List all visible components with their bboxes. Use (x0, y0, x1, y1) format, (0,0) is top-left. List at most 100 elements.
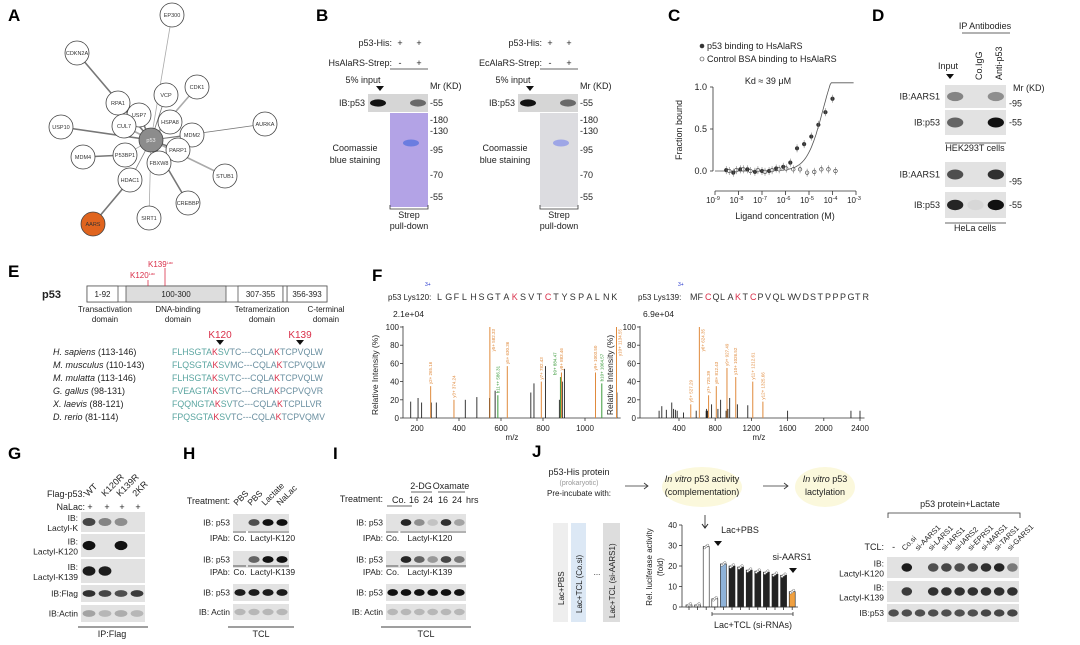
y-axis-label: (fold) (656, 558, 665, 577)
replicate-dot (740, 564, 744, 568)
condition-label: Lac+TCL (Co.si) (575, 555, 584, 614)
bar (771, 573, 779, 608)
panel-letter-E: E (8, 262, 19, 281)
intensity-scale: 6.9e+04 (643, 309, 674, 319)
blot-band (98, 518, 112, 526)
ip-antibody: Lactyl-K120 (407, 533, 452, 543)
node-stub1 (212, 163, 238, 189)
node-aars (80, 211, 106, 237)
ip-antibody: Lactyl-K120 (250, 533, 295, 543)
replicate-dot (775, 571, 778, 575)
residue: T (495, 292, 501, 302)
lane-label: Anti-p53 (994, 46, 1004, 80)
ib-p53-blot (518, 94, 578, 112)
step-sublabel: (prokaryotic) (560, 480, 599, 487)
ipab-label: IPAb: (210, 567, 230, 577)
blot-row (386, 514, 466, 531)
residue: Q (713, 292, 720, 302)
blot-band (414, 589, 425, 596)
time-label: 24 (423, 495, 433, 505)
blot-row (233, 514, 289, 531)
sign: + (87, 502, 92, 512)
row-label: Treatment: (187, 496, 230, 506)
domain-name: domain (92, 315, 118, 324)
blot-row (233, 551, 289, 568)
sequence: FPQSGTAKSVTC---CQLAKTCPVQMV (172, 412, 325, 422)
blot-band (967, 587, 979, 596)
coomassie-gel (390, 113, 428, 207)
network-edge (150, 139, 226, 177)
blot-band (967, 563, 979, 572)
blot-row (81, 559, 145, 583)
blot-band (440, 608, 452, 616)
site-label: K139Lac (148, 260, 173, 269)
complementation-panel: p53-His protein (prokaryotic) Pre-incubate… (547, 467, 1035, 630)
blot-background (233, 584, 289, 601)
replicate-dot (723, 561, 727, 565)
residue: K (512, 292, 518, 302)
panel-letter-H: H (183, 444, 195, 463)
residue: W (788, 292, 797, 302)
ib-label: IB: (68, 562, 78, 572)
highlight-bubble (662, 467, 742, 507)
blot-background (81, 512, 145, 532)
cell-line-label: HEK293T cells (945, 143, 1005, 153)
domain-range: 1-92 (94, 290, 111, 299)
ib-label: IB: (68, 537, 78, 547)
sign: + (416, 58, 421, 68)
residue: D (803, 292, 810, 302)
residue: S (570, 292, 576, 302)
replicate-dot (792, 588, 796, 592)
node-label: CDK1 (190, 85, 205, 91)
bracket (711, 612, 794, 616)
lane-label: Co. (392, 495, 406, 505)
blot-band (276, 608, 288, 616)
y-axis-label: Relative Intensity (%) (370, 335, 380, 415)
marker: -55 (1009, 200, 1022, 210)
blot-band (440, 556, 452, 563)
node-label: CREBBP (177, 201, 200, 207)
panel-letter-J: J (532, 442, 541, 461)
sign: + (566, 38, 571, 48)
residue: S (479, 292, 485, 302)
node-label: p53 (146, 138, 155, 144)
legend-marker (699, 56, 705, 62)
residue: T (553, 292, 559, 302)
bar (763, 571, 770, 608)
blot-background (81, 605, 145, 622)
network-diagram: EP300 CDKN2A VCP CDK1 RPA1 USP7 HSPA8 USP10 AURK… (48, 2, 278, 237)
ip-antibody: Lactyl-K139 (250, 567, 295, 577)
blot-band (414, 519, 425, 526)
blot-band (262, 556, 274, 563)
node-vcp (153, 82, 179, 108)
peptide-title: p53 Lys120: (388, 293, 431, 302)
node-mdm4 (70, 144, 96, 170)
blot-band (114, 590, 128, 597)
blot-band (941, 563, 952, 572)
node-label: RPA1 (111, 101, 125, 107)
peak-label: y7+ 782.43 (539, 357, 544, 380)
residue: R (863, 292, 870, 302)
blot-row (233, 584, 289, 601)
peak-label: y10+ 1026.52 (733, 347, 738, 375)
peak-label: y9+ 1003.50 (593, 345, 598, 370)
arrow-right-icon (763, 482, 789, 490)
blot-band (400, 556, 412, 563)
sequence: FQQNGTAKSVTC---CQLAKTCPLLVR (172, 399, 322, 409)
blot-band (414, 556, 425, 563)
blot-band (967, 199, 984, 211)
domain-segment (86, 285, 119, 303)
node-aurka (252, 111, 278, 137)
blot-band (387, 608, 398, 616)
mr-label: Mr (KD) (430, 81, 462, 91)
blot-row (81, 512, 145, 532)
bar (737, 566, 744, 608)
node-label: USP10 (52, 125, 69, 131)
blot-band (248, 519, 260, 526)
residue: A (503, 292, 509, 302)
residue: V (528, 292, 534, 302)
x-tick-label: 10-7 (753, 196, 767, 205)
blot-band (927, 587, 939, 596)
residue: G (848, 292, 855, 302)
